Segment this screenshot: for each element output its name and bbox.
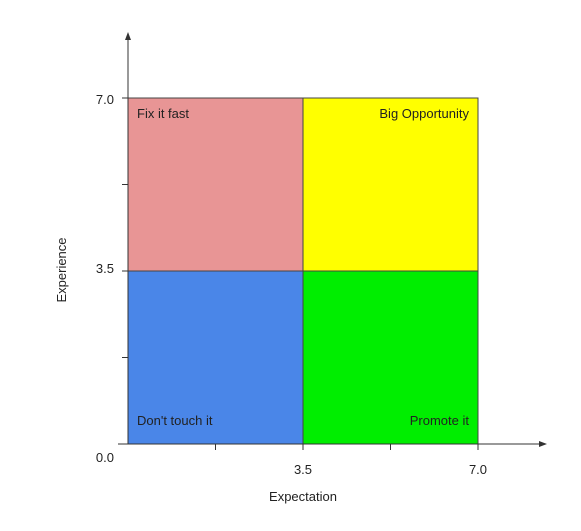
quadrant-big-opportunity [302,97,479,272]
quadrant-fix-it-fast [127,97,304,272]
quadrant-layer [127,97,479,445]
x-tick-label-end: 7.0 [469,462,487,477]
y-tick-label-origin: 0.0 [96,450,114,465]
tick-layer [122,97,479,450]
x-axis-title: Expectation [269,489,337,504]
quadrant-label-dont-touch-it: Don't touch it [137,413,213,428]
y-tick-label-mid: 3.5 [96,261,114,276]
y-tick-label-top: 7.0 [96,92,114,107]
quadrant-promote-it [302,270,479,445]
quadrant-label-big-opportunity: Big Opportunity [379,106,469,121]
y-axis-arrow-icon [125,32,131,40]
axes-layer [118,32,547,447]
y-axis-title: Experience [54,237,69,302]
quadrant-label-fix-it-fast: Fix it fast [137,106,189,121]
quadrant-label-layer: Fix it fast Big Opportunity Don't touch it… [137,106,469,428]
x-tick-label-mid: 3.5 [294,462,312,477]
quadrant-label-promote-it: Promote it [410,413,470,428]
quadrant-dont-touch-it [127,270,304,445]
x-axis-arrow-icon [539,441,547,447]
